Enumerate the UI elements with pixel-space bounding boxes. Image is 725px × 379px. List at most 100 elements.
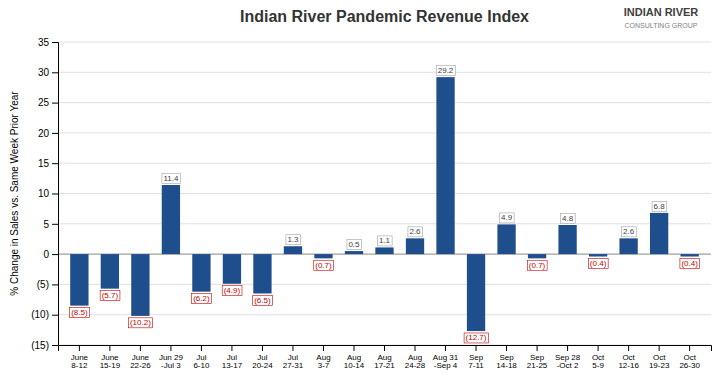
data-label-group: 1.3 bbox=[286, 235, 301, 245]
tick-label: Jul6-10 bbox=[193, 353, 210, 371]
data-labels: (8.5)(5.7)(10.2)11.4(6.2)(4.9)(6.5)1.3(0… bbox=[70, 66, 700, 343]
title: Indian River Pandemic Revenue Index bbox=[240, 8, 529, 25]
x-tick: Jun 29-Jul 3 bbox=[159, 345, 184, 370]
data-label: (0.4) bbox=[590, 259, 607, 268]
tick-label-line: -Jul 3 bbox=[161, 361, 181, 370]
data-label: 2.6 bbox=[409, 227, 421, 236]
tick-label-line: 6-10 bbox=[193, 361, 210, 370]
tick-mark bbox=[506, 345, 507, 351]
tick-mark bbox=[567, 345, 568, 351]
bar bbox=[436, 77, 454, 254]
tick-mark bbox=[52, 42, 58, 43]
tick-label-line: Sep bbox=[530, 353, 545, 362]
tick-label-line: Jul bbox=[288, 353, 298, 362]
y-axis: (15)(10)(5)05101520253035 bbox=[31, 37, 58, 351]
tick-label-line: 17-21 bbox=[374, 361, 395, 370]
bar bbox=[650, 213, 668, 254]
tick-mark bbox=[201, 345, 202, 351]
y-tick: (15) bbox=[31, 340, 58, 351]
tick-label-line: 15-19 bbox=[100, 361, 121, 370]
data-label-group: (6.5) bbox=[253, 295, 273, 305]
grid-line bbox=[58, 163, 711, 164]
bar bbox=[284, 246, 302, 254]
tick-label: Oct12-16 bbox=[618, 353, 639, 371]
data-label: (6.5) bbox=[254, 296, 271, 305]
x-tick: Oct12-16 bbox=[618, 345, 639, 370]
bar bbox=[589, 254, 607, 256]
data-label: (0.4) bbox=[681, 259, 698, 268]
grid-line bbox=[58, 284, 711, 285]
axis-line bbox=[59, 346, 712, 352]
x-tick: Aug3-7 bbox=[316, 345, 330, 370]
data-label-group: (5.7) bbox=[100, 291, 120, 301]
tick-label: Oct5-9 bbox=[592, 353, 605, 371]
annotation: INDIAN RIVER bbox=[624, 6, 699, 18]
data-label-group: 29.2 bbox=[436, 66, 455, 76]
tick-label-line: 3-7 bbox=[318, 361, 330, 370]
tick-mark bbox=[52, 163, 58, 164]
y-tick: 25 bbox=[38, 97, 58, 108]
data-label-box bbox=[314, 260, 334, 270]
x-tick: Oct26-30 bbox=[679, 345, 700, 370]
tick-label: Oct19-23 bbox=[649, 353, 670, 371]
y-axis-title: % Change in Sales vs. Same Week Prior Ye… bbox=[9, 91, 20, 296]
tick-label: Sep14-18 bbox=[496, 353, 517, 371]
x-tick: Aug10-14 bbox=[344, 345, 365, 370]
bar bbox=[70, 254, 88, 306]
tick-mark bbox=[353, 345, 354, 351]
grid-line bbox=[58, 102, 711, 103]
tick-label: June22-26 bbox=[130, 353, 151, 371]
bar bbox=[314, 254, 332, 258]
data-label: 6.8 bbox=[654, 202, 666, 211]
data-label-box bbox=[162, 174, 181, 184]
tick-label: Jul27-31 bbox=[283, 353, 304, 371]
data-label-box bbox=[347, 240, 362, 250]
x-tick: Aug17-21 bbox=[374, 345, 395, 370]
chart: (15)(10)(5)05101520253035June8-12June15-… bbox=[0, 0, 725, 379]
x-tick: Sep 28-Oct 2 bbox=[555, 345, 581, 370]
tick-label: Jul13-17 bbox=[222, 353, 243, 371]
bar bbox=[345, 251, 363, 254]
tick-mark bbox=[170, 345, 171, 351]
x-axis: June8-12 June15-19 June22-26 Jun 29-Jul 3 Ju… bbox=[59, 345, 712, 370]
tick-label-line: 7-11 bbox=[468, 361, 484, 370]
tick-mark bbox=[52, 254, 58, 255]
data-label-group: (0.4) bbox=[680, 258, 700, 268]
x-tick: June15-19 bbox=[100, 345, 121, 370]
tick-mark bbox=[52, 315, 58, 316]
tick-label-line: 14-18 bbox=[496, 361, 517, 370]
data-label-group: (10.2) bbox=[128, 318, 152, 328]
data-label: 1.3 bbox=[287, 235, 299, 244]
y-tick: 35 bbox=[38, 37, 58, 48]
data-label-group: 2.6 bbox=[622, 227, 637, 237]
data-label-box bbox=[377, 236, 392, 246]
tick-label-line: Jul bbox=[257, 353, 267, 362]
bars bbox=[70, 77, 699, 331]
annotation: CONSULTING GROUP bbox=[625, 22, 698, 29]
data-label: 4.8 bbox=[562, 214, 574, 223]
tick-mark bbox=[262, 345, 263, 351]
bar bbox=[131, 254, 149, 316]
tick-label-line: Aug bbox=[316, 353, 330, 362]
tick-label-line: Sep bbox=[469, 353, 484, 362]
x-tick: Jul20-24 bbox=[252, 345, 273, 370]
bar bbox=[223, 254, 241, 284]
tick-label: (10) bbox=[31, 309, 49, 320]
tick-label: Aug10-14 bbox=[344, 353, 365, 371]
tick-label-line: 24-28 bbox=[405, 361, 426, 370]
bar bbox=[528, 254, 546, 258]
tick-mark bbox=[323, 345, 324, 351]
data-label-group: 4.8 bbox=[561, 214, 576, 224]
tick-label-line: -Oct 2 bbox=[557, 361, 579, 370]
tick-mark bbox=[598, 345, 599, 351]
x-tick: June8-12 bbox=[71, 345, 89, 370]
tick-mark bbox=[52, 224, 58, 225]
data-label-box bbox=[588, 258, 608, 268]
tick-label-line: 20-24 bbox=[252, 361, 273, 370]
y-tick: 20 bbox=[38, 128, 58, 139]
grid bbox=[58, 42, 711, 345]
tick-label: June8-12 bbox=[71, 353, 89, 371]
data-label-group: 0.5 bbox=[347, 240, 362, 250]
tick-mark bbox=[628, 345, 629, 351]
tick-label-line: Oct bbox=[622, 353, 635, 362]
